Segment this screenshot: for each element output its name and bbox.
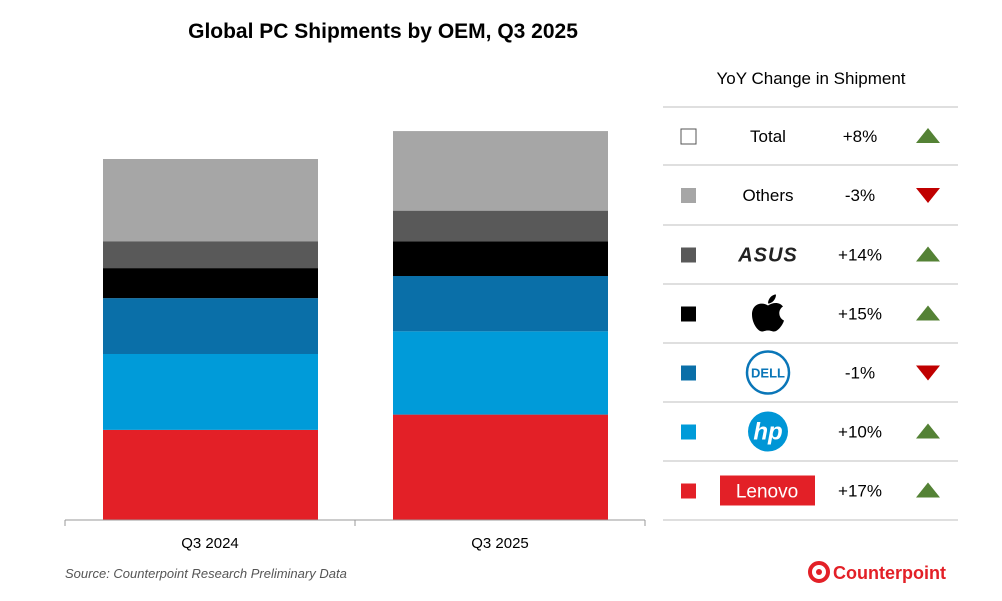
- legend-swatch: [681, 365, 696, 381]
- lenovo-logo: Lenovo: [720, 475, 815, 506]
- svg-text:Counterpoint: Counterpoint: [833, 563, 946, 583]
- legend-row-hp: hp +10%: [681, 411, 940, 452]
- bar-others-0: [103, 159, 318, 242]
- svg-text:hp: hp: [753, 419, 782, 446]
- legend-swatch: [681, 483, 696, 499]
- legend-swatch: [681, 188, 696, 203]
- apple-logo: [752, 294, 784, 332]
- bar-lenovo-0: [103, 429, 318, 520]
- triangle-up-icon: [916, 305, 940, 321]
- legend-row-others: Others -3%: [681, 186, 940, 205]
- bar-lenovo-1: [393, 414, 608, 520]
- legend-label: Others: [742, 186, 793, 205]
- asus-logo: ASUS: [737, 245, 798, 267]
- svg-text:Lenovo: Lenovo: [736, 482, 798, 503]
- yoy-change: +8%: [843, 127, 878, 146]
- triangle-up-icon: [916, 423, 940, 439]
- triangle-up-icon: [916, 482, 940, 498]
- yoy-change: -1%: [845, 364, 875, 383]
- triangle-up-icon: [916, 128, 940, 143]
- source-note: Source: Counterpoint Research Preliminar…: [65, 566, 347, 581]
- triangle-up-icon: [916, 246, 940, 262]
- bar-dell-1: [393, 275, 608, 332]
- bar-hp-1: [393, 331, 608, 415]
- triangle-down-icon: [916, 188, 940, 203]
- triangle-down-icon: [916, 365, 940, 381]
- legend-row-asus: ASUS +14%: [681, 245, 940, 267]
- legend-title: YoY Change in Shipment: [716, 69, 905, 88]
- counterpoint-logo: Counterpoint: [808, 561, 946, 583]
- bar-apple-0: [103, 268, 318, 299]
- legend-row-apple: +15%: [681, 294, 940, 332]
- yoy-change: +15%: [838, 305, 882, 324]
- legend-swatch: [681, 424, 696, 440]
- x-tick-label: Q3 2024: [181, 535, 239, 552]
- legend-swatch: [680, 128, 697, 145]
- yoy-change: +14%: [838, 246, 882, 265]
- svg-text:DELL: DELL: [751, 366, 785, 381]
- x-tick-label: Q3 2025: [471, 535, 529, 552]
- bar-dell-0: [103, 298, 318, 354]
- bar-hp-0: [103, 353, 318, 430]
- yoy-change: -3%: [845, 186, 875, 205]
- bar-asus-0: [103, 241, 318, 269]
- bar-asus-1: [393, 210, 608, 242]
- legend-swatch: [681, 306, 696, 322]
- legend-label: Total: [750, 127, 786, 146]
- yoy-change: +17%: [838, 482, 882, 501]
- chart-title: Global PC Shipments by OEM, Q3 2025: [188, 20, 578, 43]
- yoy-change: +10%: [838, 423, 882, 442]
- legend-row-dell: DELL -1%: [681, 350, 940, 395]
- hp-logo: hp: [748, 411, 788, 452]
- bar-others-1: [393, 131, 608, 211]
- dell-logo: DELL: [745, 350, 791, 395]
- legend-row-lenovo: Lenovo +17%: [681, 475, 940, 506]
- bar-apple-1: [393, 241, 608, 276]
- legend-swatch: [681, 247, 696, 263]
- legend-row-total: Total +8%: [680, 127, 940, 146]
